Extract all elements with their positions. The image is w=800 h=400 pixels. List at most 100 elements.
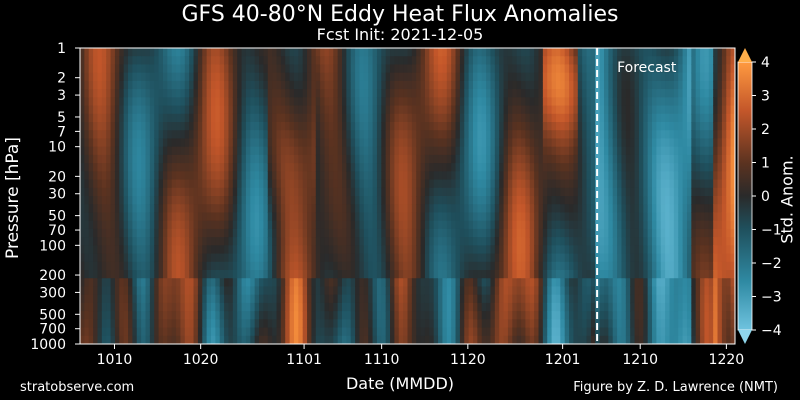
heatmap-cell — [634, 270, 640, 279]
heatmap-cell — [560, 64, 566, 74]
heatmap-cell — [390, 286, 395, 296]
heatmap-cell — [625, 64, 631, 74]
heatmap-cell — [119, 171, 125, 181]
heatmap-cell — [617, 237, 623, 246]
heatmap-cell — [202, 179, 208, 189]
heatmap-cell — [337, 294, 343, 304]
heatmap-cell — [346, 286, 352, 296]
heatmap-cell — [285, 105, 291, 115]
heatmap-cell — [245, 48, 251, 57]
heatmap-cell — [101, 327, 107, 337]
heatmap-cell — [184, 294, 190, 304]
heatmap-cell — [507, 327, 513, 337]
heatmap-cell — [320, 56, 326, 66]
heatmap-cell — [302, 113, 308, 123]
heatmap-cell — [154, 245, 160, 255]
heatmap-cell — [547, 196, 553, 205]
heatmap-cell — [630, 196, 636, 205]
heatmap-cell — [202, 48, 208, 57]
heatmap-cell — [128, 105, 133, 115]
heatmap-cell — [342, 261, 347, 271]
heatmap-cell — [180, 179, 186, 189]
heatmap-cell — [617, 302, 623, 312]
heatmap-cell — [272, 261, 278, 271]
heatmap-cell — [128, 138, 133, 148]
heatmap-cell — [324, 212, 330, 222]
heatmap-cell — [350, 220, 356, 230]
heatmap-cell — [272, 64, 278, 74]
heatmap-cell — [446, 113, 452, 123]
heatmap-cell — [451, 48, 457, 57]
heatmap-cell — [328, 311, 334, 320]
heatmap-cell — [320, 154, 326, 164]
heatmap-cell — [136, 130, 142, 140]
heatmap-cell — [293, 113, 299, 123]
heatmap-cell — [154, 171, 160, 181]
heatmap-cell — [189, 261, 195, 271]
heatmap-cell — [656, 212, 662, 222]
heatmap-cell — [468, 228, 474, 238]
heatmap-cell — [219, 327, 225, 337]
heatmap-cell — [612, 113, 618, 123]
heatmap-cell — [577, 97, 583, 107]
heatmap-cell — [630, 138, 636, 148]
heatmap-cell — [521, 113, 526, 123]
heatmap-cell — [224, 237, 230, 246]
heatmap-cell — [411, 253, 417, 263]
heatmap-cell — [499, 80, 505, 90]
heatmap-cell — [630, 89, 636, 98]
heatmap-cell — [237, 237, 243, 246]
heatmap-cell — [267, 130, 273, 140]
heatmap-cell — [459, 154, 465, 164]
heatmap-cell — [499, 130, 505, 140]
heatmap-cell — [442, 89, 448, 98]
heatmap-cell — [656, 179, 662, 189]
heatmap-cell — [521, 237, 526, 246]
heatmap-cell — [459, 171, 465, 181]
heatmap-cell — [586, 154, 592, 164]
heatmap-cell — [604, 154, 609, 164]
heatmap-cell — [232, 130, 238, 140]
heatmap-cell — [193, 138, 199, 148]
heatmap-cell — [245, 72, 251, 82]
heatmap-cell — [560, 146, 566, 156]
heatmap-cell — [206, 122, 212, 131]
heatmap-cell — [451, 220, 457, 230]
heatmap-cell — [477, 212, 483, 222]
heatmap-cell — [438, 319, 444, 329]
heatmap-cell — [211, 113, 216, 123]
heatmap-cell — [337, 237, 343, 246]
heatmap-cell — [237, 294, 243, 304]
heatmap-cell — [197, 97, 203, 107]
heatmap-cell — [608, 130, 614, 140]
heatmap-cell — [638, 56, 644, 66]
heatmap-cell — [80, 179, 85, 189]
heatmap-cell — [162, 204, 168, 214]
heatmap-cell — [464, 89, 470, 98]
heatmap-cell — [372, 113, 378, 123]
heatmap-cell — [154, 319, 160, 329]
heatmap-cell — [376, 270, 382, 279]
heatmap-cell — [429, 105, 435, 115]
heatmap-cell — [438, 72, 444, 82]
heatmap-cell — [660, 245, 666, 255]
heatmap-cell — [678, 48, 684, 57]
heatmap-cell — [80, 113, 85, 123]
heatmap-cell — [307, 179, 313, 189]
heatmap-cell — [241, 327, 247, 337]
heatmap-cell — [555, 80, 561, 90]
heatmap-cell — [455, 146, 461, 156]
heatmap-cell — [324, 48, 330, 57]
heatmap-cell — [534, 80, 540, 90]
heatmap-cell — [464, 179, 470, 189]
heatmap-cell — [149, 48, 155, 57]
heatmap-cell — [525, 278, 531, 288]
heatmap-cell — [346, 80, 352, 90]
heatmap-cell — [101, 138, 107, 148]
heatmap-cell — [359, 56, 365, 66]
heatmap-cell — [376, 113, 382, 123]
heatmap-cell — [171, 48, 177, 57]
heatmap-cell — [473, 204, 478, 214]
heatmap-cell — [534, 89, 540, 98]
heatmap-cell — [551, 302, 557, 312]
